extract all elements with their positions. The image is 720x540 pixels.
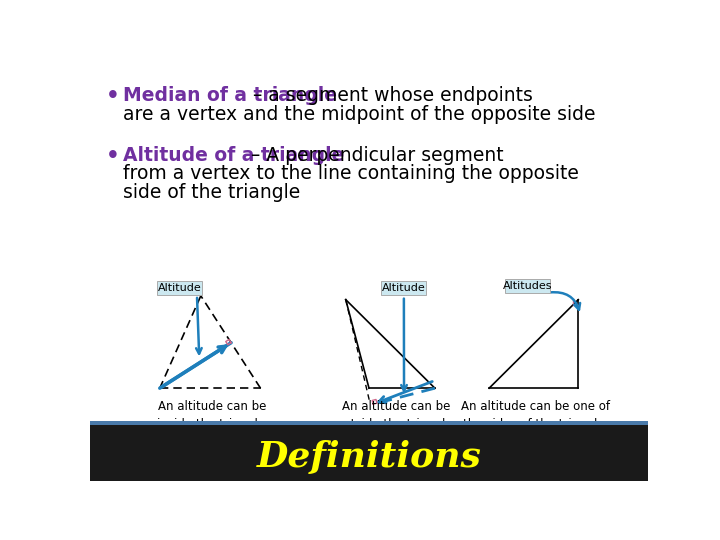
Text: from a vertex to the line containing the opposite: from a vertex to the line containing the…: [122, 164, 578, 183]
Text: •: •: [106, 86, 120, 106]
Text: side of the triangle: side of the triangle: [122, 183, 300, 201]
Bar: [90, 421, 648, 425]
Text: Altitudes: Altitudes: [503, 281, 553, 291]
Text: An altitude can be
outside the triangle.: An altitude can be outside the triangle.: [336, 400, 456, 431]
Bar: [90, 425, 648, 485]
Text: Altitude: Altitude: [382, 283, 426, 293]
Text: •: •: [106, 146, 120, 166]
Text: Definitions: Definitions: [256, 440, 482, 474]
Text: An altitude can be one of
the sides of the triangle.: An altitude can be one of the sides of t…: [461, 400, 610, 431]
Text: Median of a triangle: Median of a triangle: [122, 86, 336, 105]
Text: Altitude: Altitude: [158, 283, 202, 293]
Text: Altitude of a triangle: Altitude of a triangle: [122, 146, 344, 165]
Bar: [382, 281, 426, 295]
Text: – A perpendicular segment: – A perpendicular segment: [245, 146, 503, 165]
Text: – a segment whose endpoints: – a segment whose endpoints: [246, 86, 532, 105]
Bar: [158, 281, 202, 295]
Bar: [505, 279, 550, 293]
Text: are a vertex and the midpoint of the opposite side: are a vertex and the midpoint of the opp…: [122, 105, 595, 124]
Text: An altitude can be
inside the triangle.: An altitude can be inside the triangle.: [156, 400, 269, 431]
